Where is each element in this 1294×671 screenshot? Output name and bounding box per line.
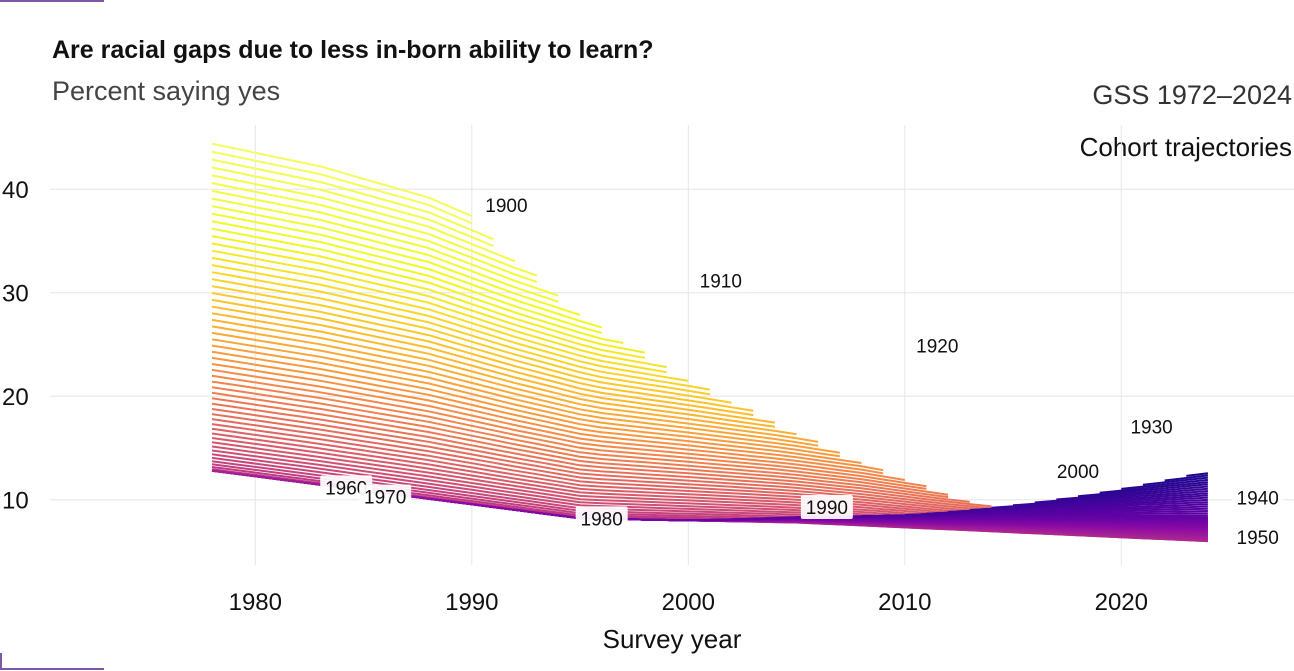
cohort-line — [211, 182, 538, 277]
cohort-label-bg — [1231, 525, 1284, 550]
cohort-lines — [211, 142, 1209, 543]
cohort-line — [1121, 478, 1209, 490]
cohort-label-bg — [1125, 414, 1178, 439]
cohort-line — [211, 285, 711, 396]
x-tick-label: 2020 — [1095, 589, 1148, 616]
frame-corner-bottom — [0, 668, 104, 670]
cohort-line — [211, 150, 473, 225]
y-tick-label: 10 — [2, 488, 29, 515]
cohort-line — [211, 413, 992, 510]
cohort-label: 2000 — [1057, 462, 1099, 483]
cohort-line — [211, 235, 624, 344]
cohort-line — [211, 380, 927, 488]
cohort-line — [211, 318, 776, 428]
cohort-label-bg — [911, 333, 964, 358]
panel-label: Cohort trajectories — [1079, 132, 1292, 162]
frame-corner-top — [0, 0, 104, 2]
cohort-label: 1920 — [916, 337, 958, 358]
x-tick-label: 2000 — [662, 589, 715, 616]
cohort-label-bg — [480, 192, 533, 217]
cohort-line — [1034, 487, 1208, 504]
cohort-line — [211, 305, 754, 417]
axes: 1980 1990 2000 2010 2020 10 20 30 40 — [2, 177, 1148, 616]
cohort-label-bg — [359, 484, 412, 509]
cohort-line — [211, 212, 581, 316]
cohort-line — [211, 427, 1035, 520]
cohort-label-bg — [800, 495, 853, 520]
cohort-line — [1142, 476, 1209, 486]
cohort-line — [1164, 474, 1209, 482]
cohort-line — [211, 344, 840, 454]
cohort-line — [211, 227, 602, 335]
frame-corner-bottom-tick — [0, 653, 2, 669]
cohort-line — [211, 432, 1057, 523]
cohort-label: 1910 — [700, 271, 742, 292]
cohort-label: 1960 — [325, 478, 367, 499]
cohort-line — [211, 437, 1057, 524]
x-tick-label: 1990 — [445, 589, 498, 616]
x-axis-label: Survey year — [603, 624, 742, 654]
chart-title: Are racial gaps due to less in-born abil… — [52, 36, 654, 64]
y-tick-label: 40 — [2, 177, 29, 204]
cohort-line — [211, 408, 992, 508]
cohort-line — [211, 423, 1035, 518]
cohort-line — [211, 158, 494, 241]
cohort-line — [211, 292, 732, 404]
cohort-line — [211, 368, 884, 475]
cohort-label: 1990 — [806, 498, 848, 519]
cohort-line — [211, 264, 667, 374]
cohort-line — [211, 142, 473, 218]
cohort-label: 1970 — [364, 488, 406, 509]
cohort-label-bg — [694, 268, 747, 293]
y-tick-label: 20 — [2, 384, 29, 411]
cohort-line — [1056, 485, 1208, 501]
cohort-line — [211, 402, 970, 503]
cohort-line — [211, 338, 819, 447]
cohort-line — [211, 312, 776, 424]
cohort-line — [211, 356, 862, 464]
chart-subtitle: Percent saying yes — [52, 76, 281, 106]
cohort-line — [211, 363, 884, 472]
data-source: GSS 1972–2024 — [1092, 80, 1292, 110]
cohort-line — [211, 197, 559, 297]
cohort-label-bg — [575, 506, 628, 531]
cohort-line — [991, 492, 1208, 509]
cohort-label: 1940 — [1237, 489, 1279, 510]
cohort-line — [211, 220, 602, 329]
cohort-label: 1950 — [1237, 528, 1279, 549]
cohort-line — [211, 166, 494, 247]
cohort-line — [211, 397, 949, 499]
x-tick-label: 1980 — [229, 589, 282, 616]
cohort-line — [211, 418, 1014, 514]
cohort-line — [1186, 472, 1209, 477]
cohort-line — [211, 189, 538, 283]
cohort-line — [211, 242, 646, 354]
cohort-line — [1099, 481, 1208, 494]
y-tick-label: 30 — [2, 281, 29, 308]
cohort-label-bg — [1231, 485, 1284, 510]
cohort-line — [1012, 490, 1208, 507]
x-tick-label: 2010 — [878, 589, 931, 616]
cohort-line — [211, 249, 646, 359]
cohort-line — [211, 386, 927, 490]
cohort-label: 1930 — [1130, 417, 1172, 438]
cohort-line — [211, 350, 840, 458]
cohort-line — [211, 278, 711, 391]
cohort-line — [211, 374, 905, 481]
grid — [50, 125, 1294, 565]
cohort-line — [211, 271, 689, 382]
cohort-label: 1980 — [581, 509, 623, 530]
cohort-label-bg — [1052, 458, 1104, 483]
cohort-line — [211, 205, 559, 303]
cohort-line — [211, 256, 667, 369]
cohort-line — [211, 331, 819, 443]
cohort-line — [211, 298, 754, 412]
cohort-line — [211, 325, 797, 436]
cohort-label: 1900 — [485, 196, 527, 217]
cohort-line — [1077, 483, 1208, 498]
cohort-line — [211, 174, 516, 263]
cohort-line — [211, 391, 949, 496]
